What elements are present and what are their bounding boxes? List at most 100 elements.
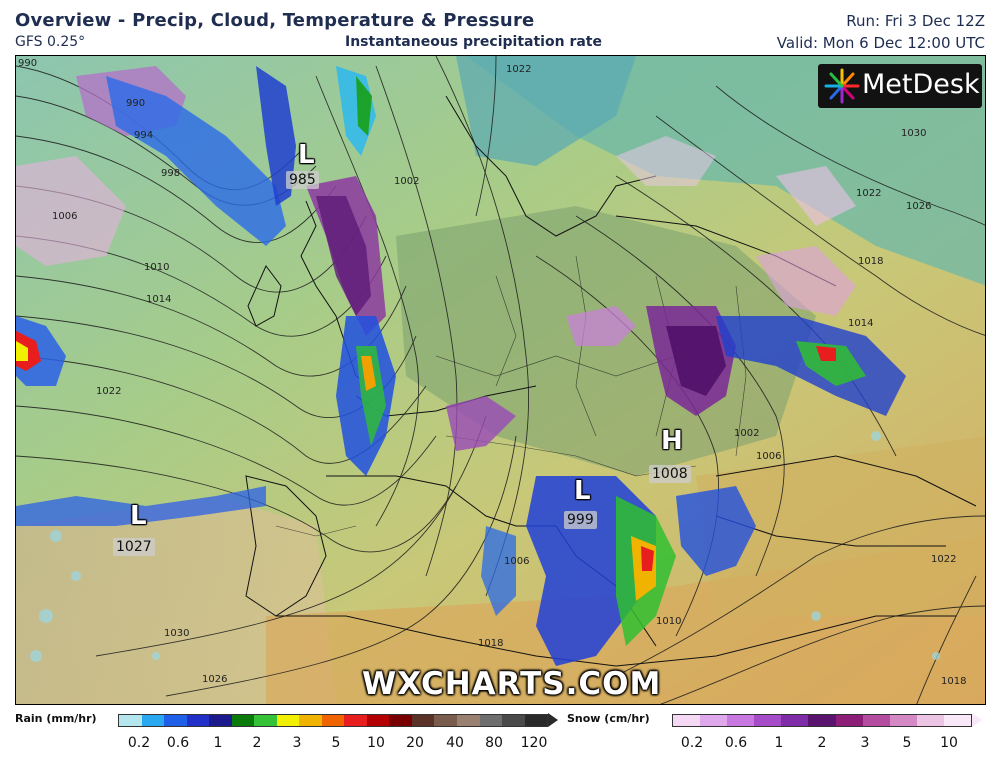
starburst-icon xyxy=(824,68,860,104)
snow-scale-arrow xyxy=(972,713,982,727)
rain-tick: 1 xyxy=(213,735,223,751)
rain-legend-title: Rain (mm/hr) xyxy=(15,712,97,725)
rain-scale-swatch xyxy=(366,715,390,726)
rain-scale-swatch xyxy=(456,715,480,726)
rain-tick: 10 xyxy=(367,735,385,751)
isobar-label: 1002 xyxy=(734,428,760,439)
model-label: GFS 0.25° xyxy=(15,34,86,50)
rain-tick: 120 xyxy=(520,735,548,751)
low-pressure-marker: L xyxy=(130,501,147,531)
snow-scale-swatch xyxy=(889,715,917,726)
rain-scale-swatch xyxy=(209,715,232,726)
isobar-label: 1022 xyxy=(856,188,882,199)
rain-scale-arrow xyxy=(548,713,558,727)
logo-text: MetDesk xyxy=(862,69,980,100)
rain-scale-swatch xyxy=(119,715,142,726)
rain-scale-swatch xyxy=(411,715,435,726)
snow-scale-swatch xyxy=(835,715,863,726)
snow-scale-swatch xyxy=(808,715,836,726)
run-label: Run: Fri 3 Dec 12Z xyxy=(846,12,985,30)
low-pressure-marker: L xyxy=(574,476,591,506)
isobar-label: 994 xyxy=(134,130,154,141)
rain-tick: 5 xyxy=(331,735,341,751)
header-title: Overview - Precip, Cloud, Temperature & … xyxy=(15,10,535,31)
snow-scale-swatch xyxy=(673,715,701,726)
rain-scale-swatch xyxy=(254,715,277,726)
rain-tick: 0.6 xyxy=(166,735,190,751)
isobar-label: 990 xyxy=(126,98,146,109)
snow-scale-swatch xyxy=(862,715,890,726)
rain-tick: 3 xyxy=(292,735,302,751)
isobar-label: 1010 xyxy=(144,262,170,273)
valid-label: Valid: Mon 6 Dec 12:00 UTC xyxy=(776,34,985,52)
isobar-label: 1010 xyxy=(656,616,682,627)
isobar-label: 998 xyxy=(161,168,181,179)
rain-scale-swatch xyxy=(502,715,525,726)
rain-tick: 80 xyxy=(485,735,503,751)
isobar-label: 1022 xyxy=(506,64,532,75)
rain-areas xyxy=(16,66,906,666)
isobar-label: 1006 xyxy=(52,211,78,222)
rain-tick: 20 xyxy=(406,735,424,751)
isobar-label: 1022 xyxy=(96,386,122,397)
high-pressure-value: 1008 xyxy=(649,465,691,483)
isobar-label: 1006 xyxy=(756,451,782,462)
rain-scale-swatch xyxy=(231,715,255,726)
isobar-label: 1014 xyxy=(848,318,874,329)
rain-tick: 0.2 xyxy=(127,735,151,751)
light-precip xyxy=(30,431,940,662)
snow-legend-title: Snow (cm/hr) xyxy=(567,712,650,725)
rain-tick: 40 xyxy=(446,735,464,751)
metdesk-logo: MetDesk xyxy=(818,64,982,108)
product-label: Instantaneous precipitation rate xyxy=(345,34,602,50)
east-med-region xyxy=(696,436,985,616)
snow-tick: 3 xyxy=(860,735,870,751)
rain-scale-swatch xyxy=(389,715,412,726)
isobar-label: 1022 xyxy=(931,554,957,565)
snow-color-scale xyxy=(672,714,972,727)
rain-scale-swatch xyxy=(164,715,187,726)
rain-scale-swatch xyxy=(276,715,300,726)
low-pressure-value: 1027 xyxy=(113,538,155,556)
snow-scale-swatch xyxy=(727,715,755,726)
snow-tick: 0.2 xyxy=(680,735,704,751)
watermark: WXCHARTS.COM xyxy=(362,666,662,702)
snow-tick: 10 xyxy=(940,735,958,751)
low-pressure-value: 999 xyxy=(564,511,597,529)
isobar-label: 990 xyxy=(18,58,38,69)
isobar-label: 1006 xyxy=(504,556,530,567)
snow-tick: 5 xyxy=(902,735,912,751)
low-pressure-marker: L xyxy=(298,140,315,170)
rain-scale-swatch xyxy=(321,715,345,726)
isobar-label: 1014 xyxy=(146,294,172,305)
isobar-label: 1018 xyxy=(478,638,504,649)
snow-tick: 2 xyxy=(817,735,827,751)
high-pressure-marker: H xyxy=(661,426,683,456)
rain-scale-swatch xyxy=(186,715,210,726)
rain-color-scale xyxy=(118,714,548,727)
isobar-label: 1026 xyxy=(906,201,932,212)
snow-tick: 1 xyxy=(774,735,784,751)
rain-scale-swatch xyxy=(524,715,548,726)
rain-scale-swatch xyxy=(479,715,503,726)
rain-scale-swatch xyxy=(141,715,165,726)
snow-scale-swatch xyxy=(754,715,782,726)
rain-scale-swatch xyxy=(299,715,322,726)
snow-areas xyxy=(16,66,856,451)
isobar-label: 1018 xyxy=(941,676,967,687)
isobar-label: 1026 xyxy=(202,674,228,685)
rain-scale-swatch xyxy=(434,715,457,726)
snow-scale-swatch xyxy=(781,715,809,726)
weather-map[interactable]: 990 990 994 998 1006 1010 1014 1022 1002… xyxy=(15,55,986,705)
snow-tick: 0.6 xyxy=(724,735,748,751)
rain-tick: 2 xyxy=(252,735,262,751)
isobar-label: 1002 xyxy=(394,176,420,187)
map-canvas xyxy=(16,56,985,704)
scandinavia-region xyxy=(456,56,636,166)
snow-scale-swatch xyxy=(943,715,972,726)
isobar-label: 1030 xyxy=(901,128,927,139)
isobar-label: 1030 xyxy=(164,628,190,639)
snow-scale-swatch xyxy=(916,715,944,726)
isobars xyxy=(16,56,985,704)
isobar-label: 1018 xyxy=(858,256,884,267)
